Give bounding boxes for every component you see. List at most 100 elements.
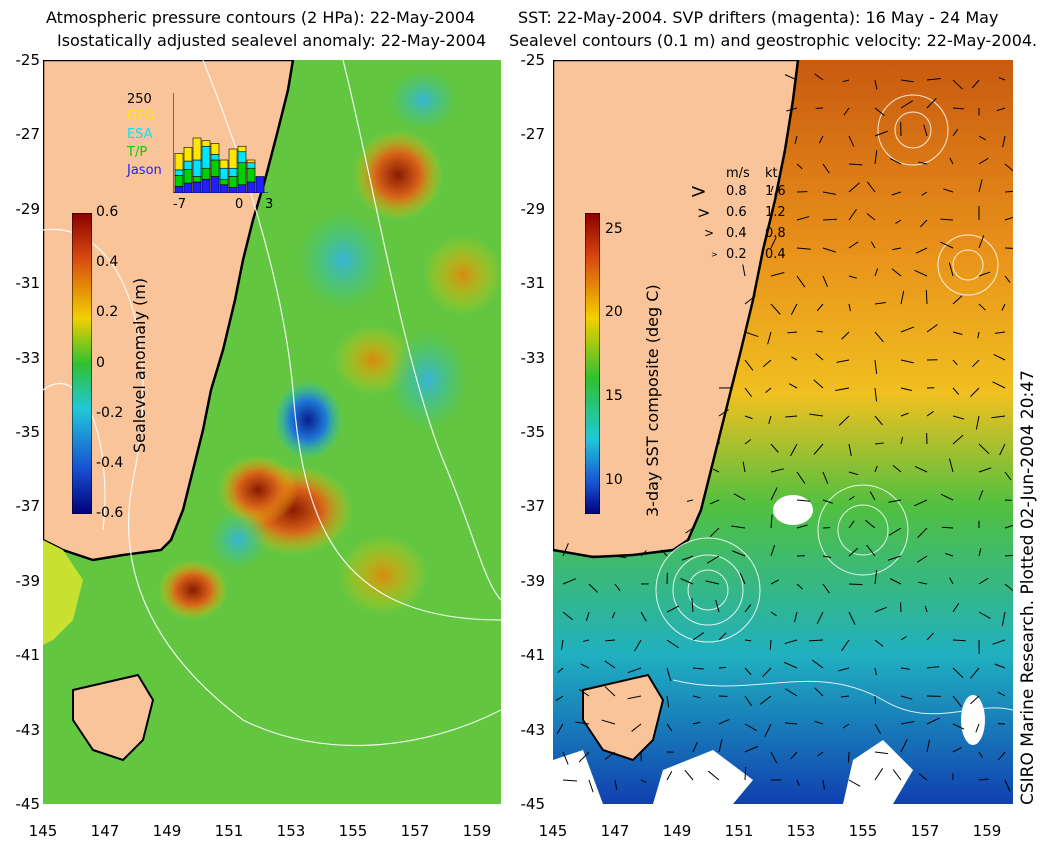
velocity-arrow bbox=[684, 769, 694, 781]
speed-arrow-icon: > bbox=[697, 203, 711, 222]
velocity-arrow bbox=[790, 443, 798, 457]
velocity-arrow bbox=[874, 442, 884, 445]
velocity-arrow bbox=[948, 262, 954, 277]
velocity-arrow bbox=[948, 458, 954, 473]
sst-map bbox=[553, 60, 1013, 804]
velocity-arrow bbox=[588, 779, 594, 793]
speed-legend-ms-header: m/s bbox=[726, 166, 750, 181]
velocity-arrow bbox=[809, 413, 824, 417]
y-tick-label: -35 bbox=[15, 423, 41, 441]
velocity-arrow bbox=[718, 738, 723, 753]
speed-arrow-icon: > bbox=[704, 226, 715, 240]
credit-text: CSIRO Marine Research. Plotted 02-Jun-20… bbox=[1018, 370, 1038, 805]
velocity-arrow bbox=[900, 436, 904, 445]
sealevel-colorbar-tick: 0.2 bbox=[96, 304, 119, 321]
inset-bar-segment bbox=[183, 160, 193, 170]
y-tick-label: -45 bbox=[520, 795, 546, 813]
speed-arrow-icon: > bbox=[711, 250, 718, 259]
velocity-arrow bbox=[784, 661, 798, 669]
velocity-arrow bbox=[796, 163, 803, 170]
velocity-arrow bbox=[814, 720, 824, 725]
inset-bar-segment bbox=[219, 184, 229, 193]
velocity-arrow bbox=[715, 599, 720, 613]
velocity-arrow bbox=[891, 268, 902, 277]
velocity-arrow bbox=[692, 721, 701, 725]
velocity-arrow bbox=[770, 236, 777, 249]
inset-legend-entry: GFO bbox=[127, 109, 155, 124]
velocity-arrow bbox=[1004, 524, 1013, 529]
velocity-arrow bbox=[892, 465, 902, 473]
speed-legend-kt-header: kt bbox=[765, 166, 778, 181]
velocity-arrow bbox=[1004, 583, 1013, 592]
velocity-arrow bbox=[759, 695, 772, 705]
velocity-arrow bbox=[924, 605, 928, 613]
inset-bar-segment bbox=[192, 176, 202, 183]
velocity-arrow bbox=[709, 499, 720, 505]
velocity-arrow bbox=[557, 667, 564, 673]
velocity-arrow bbox=[841, 695, 850, 698]
velocity-arrow bbox=[835, 387, 850, 391]
sealevel-colorbar-tick: 0.6 bbox=[96, 204, 119, 220]
velocity-arrow bbox=[1001, 303, 1006, 311]
velocity-arrow bbox=[796, 583, 803, 590]
velocity-arrow bbox=[874, 570, 878, 585]
velocity-arrow bbox=[978, 271, 991, 277]
sst-colorbar-tick: 15 bbox=[605, 387, 623, 404]
velocity-arrow bbox=[978, 157, 989, 165]
velocity-arrow bbox=[816, 330, 824, 333]
velocity-arrow bbox=[785, 688, 798, 697]
velocity-arrow bbox=[940, 241, 954, 249]
velocity-arrow bbox=[978, 179, 983, 193]
velocity-arrow bbox=[822, 218, 837, 221]
velocity-arrow bbox=[874, 768, 884, 781]
inset-bar-segment bbox=[228, 148, 238, 169]
y-tick-label: -33 bbox=[15, 348, 41, 367]
velocity-arrow bbox=[706, 555, 720, 564]
x-tick-label: 155 bbox=[848, 822, 878, 840]
velocity-arrow bbox=[604, 751, 616, 760]
velocity-arrow bbox=[952, 128, 959, 137]
sealevel-colorbar-tick: 0 bbox=[96, 354, 105, 371]
inset-legend-entry: T/P bbox=[127, 145, 148, 160]
velocity-arrow bbox=[941, 526, 954, 529]
velocity-arrow bbox=[874, 268, 879, 277]
sst-colorbar-tick: 25 bbox=[605, 220, 623, 237]
velocity-arrow bbox=[874, 606, 887, 613]
velocity-arrow bbox=[611, 611, 616, 619]
velocity-arrow bbox=[809, 639, 824, 642]
velocity-arrow bbox=[822, 583, 830, 594]
velocity-arrow bbox=[822, 191, 836, 195]
inset-bar-segment bbox=[183, 147, 193, 162]
velocity-arrow bbox=[733, 493, 746, 501]
speed-kt-value: 1.2 bbox=[765, 205, 786, 220]
inset-bar-segment bbox=[237, 184, 247, 193]
velocity-arrow bbox=[949, 157, 954, 165]
velocity-arrow bbox=[952, 359, 958, 366]
velocity-arrow bbox=[814, 73, 824, 81]
velocity-arrow bbox=[796, 247, 811, 250]
sealevel-map-graphic bbox=[43, 60, 501, 804]
y-tick-label: -45 bbox=[15, 795, 41, 813]
velocity-arrow bbox=[975, 415, 980, 430]
sealevel-colorbar bbox=[72, 213, 92, 514]
inset-bar-segment bbox=[228, 167, 238, 177]
inset-bar-segment bbox=[219, 159, 229, 169]
velocity-arrow bbox=[718, 718, 730, 725]
velocity-arrow bbox=[900, 100, 914, 109]
y-tick-label: -25 bbox=[520, 51, 546, 69]
velocity-arrow bbox=[744, 639, 752, 642]
velocity-arrow bbox=[900, 636, 907, 641]
velocity-arrow bbox=[866, 213, 876, 221]
speed-legend: m/s kt >0.8 1.6 >0.6 1.2 >0.4 0.8 >0.2 0.4 bbox=[680, 164, 800, 274]
velocity-arrow bbox=[836, 359, 850, 363]
inset-bar-segment bbox=[255, 176, 265, 193]
velocity-arrow bbox=[718, 632, 727, 641]
velocity-arrow bbox=[666, 723, 673, 732]
velocity-arrow bbox=[796, 524, 808, 529]
sealevel-colorbar-tick: -0.2 bbox=[96, 404, 124, 421]
velocity-arrow bbox=[949, 577, 954, 585]
velocity-arrow bbox=[814, 687, 824, 697]
velocity-arrow bbox=[900, 79, 914, 83]
velocity-arrow bbox=[926, 411, 934, 417]
velocity-arrow bbox=[914, 269, 928, 277]
